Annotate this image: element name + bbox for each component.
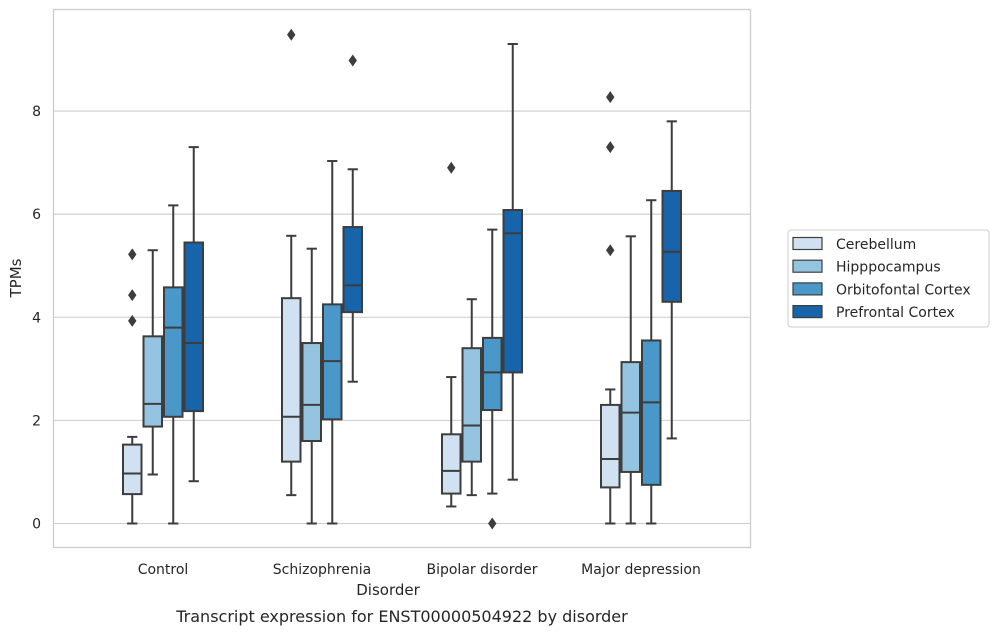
- box-iqr: [301, 342, 322, 443]
- box-prefrontal-cortex: [502, 42, 523, 481]
- legend-swatch: [792, 236, 823, 251]
- box-iqr: [163, 286, 184, 418]
- legend-label: Orbitofontal Cortex: [836, 282, 971, 298]
- legend-swatch: [792, 259, 823, 273]
- box-orbitofontal-cortex: [641, 199, 662, 525]
- plot-area-border: [52, 8, 752, 549]
- box-cerebellum: [122, 248, 143, 525]
- box-iqr: [342, 226, 363, 314]
- outlier-point: [606, 244, 615, 257]
- box-cerebellum: [281, 234, 302, 497]
- box-hipppocampus: [301, 247, 322, 525]
- box-hipppocampus: [620, 235, 641, 525]
- box-iqr: [142, 335, 163, 428]
- box-orbitofontal-cortex: [163, 204, 184, 525]
- outlier-point: [606, 91, 615, 104]
- box-layer: [122, 28, 682, 530]
- box-iqr: [441, 433, 462, 495]
- box-iqr: [461, 347, 482, 463]
- outlier-point: [348, 54, 357, 67]
- chart-caption: Transcript expression for ENST0000050492…: [175, 607, 628, 626]
- legend-frame: [787, 229, 990, 328]
- box-iqr: [641, 339, 662, 486]
- outlier-point: [287, 28, 296, 41]
- x-tick-label: Major depression: [581, 562, 701, 578]
- outlier-point: [447, 161, 456, 174]
- legend: Cerebellum Hipppocampus Orbitofontal Corte…: [787, 229, 990, 328]
- box-iqr: [620, 361, 641, 473]
- x-tick-label: Schizophrenia: [273, 562, 371, 578]
- box-cerebellum: [441, 161, 462, 508]
- box-prefrontal-cortex: [661, 120, 682, 440]
- x-tick-labels: Control Schizophrenia Bipolar disorder Majo…: [138, 562, 701, 578]
- box-iqr: [281, 297, 302, 463]
- outlier-point: [606, 141, 615, 154]
- y-tick-labels: 0 2 4 6 8: [32, 104, 41, 532]
- box-prefrontal-cortex: [183, 146, 204, 483]
- legend-swatch: [792, 282, 823, 296]
- box-iqr: [183, 241, 204, 413]
- legend-label: Hipppocampus: [836, 260, 941, 276]
- box-iqr: [661, 189, 682, 303]
- legend-label: Prefrontal Cortex: [836, 305, 955, 321]
- outlier-point: [128, 289, 137, 302]
- box-orbitofontal-cortex: [482, 228, 503, 530]
- y-tick-label: 4: [32, 310, 41, 326]
- outlier-point: [128, 248, 137, 261]
- outlier-point: [488, 517, 497, 530]
- box-iqr: [600, 403, 621, 489]
- x-tick-label: Bipolar disorder: [426, 562, 537, 578]
- box-iqr: [482, 336, 503, 412]
- y-tick-label: 0: [32, 517, 41, 533]
- box-iqr: [502, 209, 523, 374]
- x-tick-label: Control: [138, 562, 189, 578]
- legend-swatch: [792, 305, 823, 319]
- y-axis-label: TPMs: [7, 258, 25, 298]
- box-prefrontal-cortex: [342, 54, 363, 383]
- box-iqr: [122, 443, 143, 496]
- y-tick-label: 8: [32, 104, 41, 120]
- outlier-point: [128, 314, 137, 327]
- y-tick-label: 6: [32, 207, 41, 223]
- legend-label: Cerebellum: [836, 237, 916, 253]
- x-axis-label: Disorder: [356, 581, 420, 599]
- box-hipppocampus: [142, 249, 163, 476]
- y-tick-label: 2: [32, 413, 41, 429]
- box-cerebellum: [600, 91, 621, 525]
- box-hipppocampus: [461, 298, 482, 497]
- box-orbitofontal-cortex: [322, 160, 343, 525]
